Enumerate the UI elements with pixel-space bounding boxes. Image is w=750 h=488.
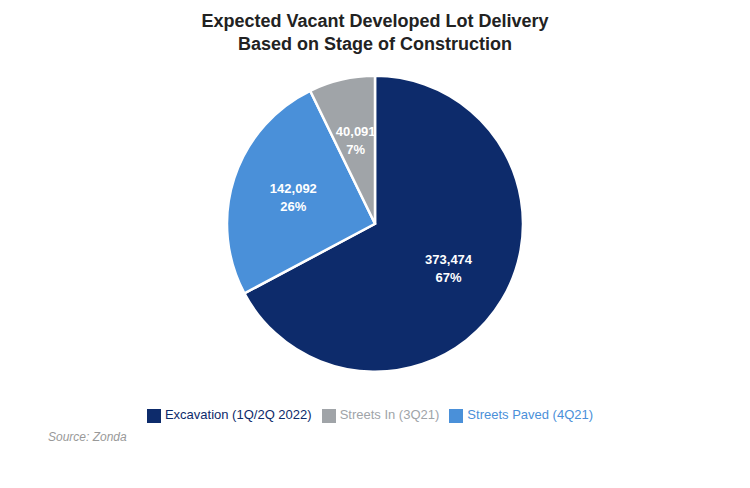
html-text:Source: Zonda: Source: Zonda — [48, 430, 127, 444]
html-text:Expected Vacant Developed Lot: Expected Vacant Developed Lot Delivery — [201, 11, 549, 31]
html-text:Streets Paved (4Q21): Streets Paved (4Q21) — [467, 407, 594, 423]
svg-text:40,0917%: 40,0917% — [336, 124, 376, 157]
svg-text:373,47467%: 373,47467% — [425, 252, 473, 285]
svg-text:142,09226%: 142,09226% — [270, 181, 317, 214]
html-text:Excavation (1Q/2Q 2022): Excavation (1Q/2Q 2022) — [164, 407, 312, 423]
html-text:Based on Stage of Construction: Based on Stage of Construction — [238, 34, 512, 54]
html-text:Streets In (3Q21): Streets In (3Q21) — [339, 407, 440, 423]
